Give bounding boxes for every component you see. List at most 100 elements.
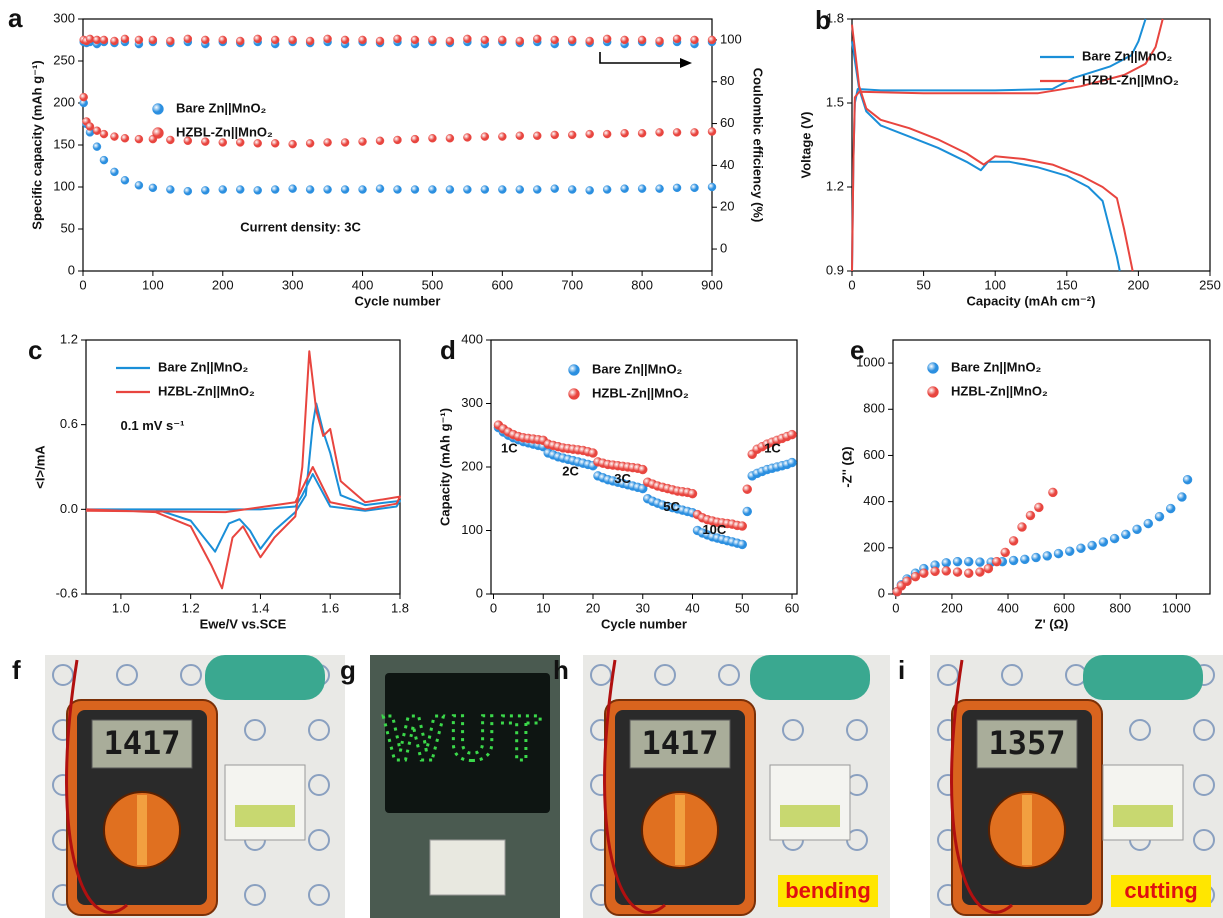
x-tick-label: 700 bbox=[561, 277, 583, 292]
data-point bbox=[270, 35, 280, 45]
data-point bbox=[1177, 492, 1187, 502]
data-point bbox=[201, 35, 210, 45]
x-tick-label: 50 bbox=[735, 600, 749, 615]
y-tick-label: 100 bbox=[461, 522, 483, 537]
legend-label: HZBL-Zn||MnO₂ bbox=[1082, 72, 1179, 87]
data-point bbox=[655, 36, 664, 46]
data-point bbox=[655, 184, 664, 193]
data-point bbox=[941, 558, 952, 568]
data-point bbox=[463, 185, 472, 194]
data-point bbox=[1025, 510, 1036, 521]
legend-swatch bbox=[927, 362, 939, 374]
data-point bbox=[236, 138, 245, 147]
annotation: 5C bbox=[663, 499, 680, 514]
legend-swatch bbox=[927, 386, 939, 398]
data-point bbox=[687, 488, 698, 499]
data-point bbox=[637, 129, 647, 138]
y2-tick-label: 40 bbox=[720, 157, 734, 172]
data-point bbox=[148, 35, 158, 45]
data-point bbox=[1087, 540, 1097, 551]
probe-leads bbox=[65, 659, 128, 914]
data-point bbox=[134, 35, 144, 45]
bg-logo bbox=[590, 664, 612, 686]
x-tick-label: 600 bbox=[491, 277, 513, 292]
x-axis-label: Capacity (mAh cm⁻²) bbox=[967, 293, 1096, 308]
data-point bbox=[218, 185, 227, 194]
data-point bbox=[1017, 522, 1027, 532]
y-tick-label: 200 bbox=[461, 458, 483, 473]
y-tick-label: 0.0 bbox=[60, 501, 78, 516]
data-point bbox=[236, 185, 245, 194]
data-point bbox=[253, 186, 262, 195]
data-point bbox=[270, 185, 280, 194]
data-point bbox=[975, 557, 985, 567]
data-point bbox=[480, 185, 490, 194]
data-point bbox=[410, 185, 420, 194]
data-point bbox=[393, 185, 402, 194]
pouch-cell bbox=[224, 764, 306, 841]
y-axis-label: Specific capacity (mAh g⁻¹) bbox=[29, 60, 44, 229]
x-tick-label: 1.0 bbox=[112, 600, 130, 615]
y-tick-label: 200 bbox=[863, 539, 885, 554]
data-point bbox=[568, 130, 577, 140]
data-point bbox=[1042, 551, 1052, 561]
x-tick-label: 0 bbox=[848, 277, 855, 292]
lcd-reading: 1357 bbox=[988, 724, 1065, 762]
cell-label bbox=[780, 805, 840, 827]
x-tick-label: 300 bbox=[282, 277, 304, 292]
data-point bbox=[742, 506, 752, 517]
legend-label: HZBL-Zn||MnO₂ bbox=[592, 385, 689, 400]
x-tick-label: 60 bbox=[785, 600, 799, 615]
lcd bbox=[976, 719, 1078, 769]
caption: cutting bbox=[1124, 878, 1197, 903]
x-tick-label: 800 bbox=[631, 277, 653, 292]
data-point bbox=[742, 484, 752, 494]
data-point bbox=[85, 34, 95, 44]
axis-arrow-head bbox=[680, 58, 692, 68]
glove bbox=[750, 655, 870, 700]
x-tick-label: 200 bbox=[212, 277, 234, 292]
data-point bbox=[218, 35, 227, 45]
data-point bbox=[690, 35, 699, 45]
data-point bbox=[1008, 555, 1019, 566]
data-point bbox=[498, 35, 507, 45]
x-tick-label: 20 bbox=[586, 600, 600, 615]
y-tick-label: 300 bbox=[53, 10, 75, 25]
y-tick-label: 1000 bbox=[856, 355, 885, 370]
pouch-cell bbox=[429, 839, 506, 896]
data-point bbox=[787, 457, 797, 468]
data-point bbox=[1065, 546, 1075, 556]
data-point bbox=[148, 183, 158, 193]
data-point bbox=[620, 129, 629, 138]
data-point bbox=[99, 129, 109, 139]
data-line bbox=[85, 350, 401, 590]
x-tick-label: 100 bbox=[142, 277, 164, 292]
annotation: 3C bbox=[614, 471, 631, 486]
glove bbox=[205, 655, 325, 700]
y-tick-label: 1.5 bbox=[826, 94, 844, 109]
data-point bbox=[110, 36, 119, 46]
bg-logo bbox=[308, 829, 330, 851]
data-point bbox=[941, 566, 952, 576]
data-point bbox=[166, 185, 175, 194]
data-point bbox=[110, 167, 119, 177]
bg-logo bbox=[244, 884, 266, 906]
bg-logo bbox=[116, 664, 138, 686]
legend-swatch bbox=[568, 364, 580, 376]
data-point bbox=[602, 185, 612, 194]
data-point bbox=[305, 139, 315, 148]
data-point bbox=[655, 128, 664, 137]
data-point bbox=[1076, 543, 1086, 553]
dial-knob bbox=[137, 795, 147, 865]
x-axis-label: Cycle number bbox=[601, 616, 687, 631]
data-point bbox=[498, 185, 507, 194]
led-sign: WUT bbox=[383, 702, 547, 774]
data-point bbox=[638, 464, 648, 475]
data-point bbox=[707, 182, 717, 192]
data-point bbox=[393, 34, 402, 44]
data-point bbox=[550, 130, 559, 140]
bg-logo bbox=[52, 664, 74, 686]
data-point bbox=[201, 186, 210, 195]
annotation: 1C bbox=[501, 441, 518, 456]
